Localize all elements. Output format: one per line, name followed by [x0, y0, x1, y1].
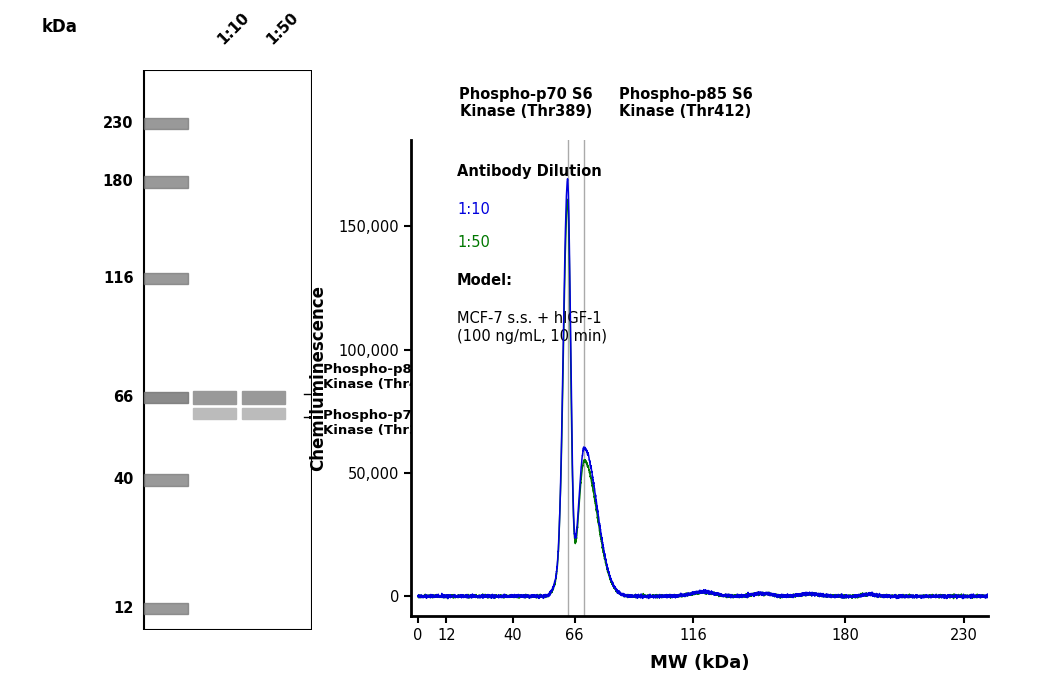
Text: 1:50: 1:50 — [457, 235, 490, 250]
Bar — [145, 118, 187, 129]
Y-axis label: Chemiluminescence: Chemiluminescence — [309, 285, 328, 471]
Bar — [193, 391, 236, 404]
Text: 66: 66 — [113, 390, 133, 405]
Text: Model:: Model: — [457, 273, 513, 288]
Text: 12: 12 — [113, 601, 133, 616]
Bar — [193, 408, 236, 419]
X-axis label: MW (kDa): MW (kDa) — [650, 654, 749, 672]
Bar — [145, 70, 312, 630]
Text: Phospho-p85 S6
Kinase (Thr412): Phospho-p85 S6 Kinase (Thr412) — [619, 87, 753, 119]
Text: 180: 180 — [103, 174, 133, 190]
Text: Phospho-p85 S6
Kinase (Thr412): Phospho-p85 S6 Kinase (Thr412) — [322, 363, 444, 391]
Bar — [145, 603, 187, 615]
Bar — [145, 392, 187, 403]
Text: MCF-7 s.s. + hIGF-1
(100 ng/mL, 10 min): MCF-7 s.s. + hIGF-1 (100 ng/mL, 10 min) — [457, 312, 607, 344]
Text: 1:10: 1:10 — [214, 10, 252, 48]
Bar — [241, 391, 285, 404]
Text: Phospho-p70 S6
Kinase (Thr389): Phospho-p70 S6 Kinase (Thr389) — [322, 409, 444, 437]
Bar — [145, 176, 187, 188]
Bar — [145, 475, 187, 486]
Text: 116: 116 — [103, 272, 133, 286]
Text: kDa: kDa — [42, 18, 77, 36]
Bar — [241, 408, 285, 419]
Text: 40: 40 — [113, 473, 133, 487]
Text: 230: 230 — [103, 116, 133, 131]
Text: 1:50: 1:50 — [263, 10, 301, 48]
Text: Phospho-p70 S6
Kinase (Thr389): Phospho-p70 S6 Kinase (Thr389) — [459, 87, 593, 119]
Text: 1:10: 1:10 — [457, 202, 490, 217]
Bar — [145, 273, 187, 284]
Text: Antibody Dilution: Antibody Dilution — [457, 164, 602, 178]
